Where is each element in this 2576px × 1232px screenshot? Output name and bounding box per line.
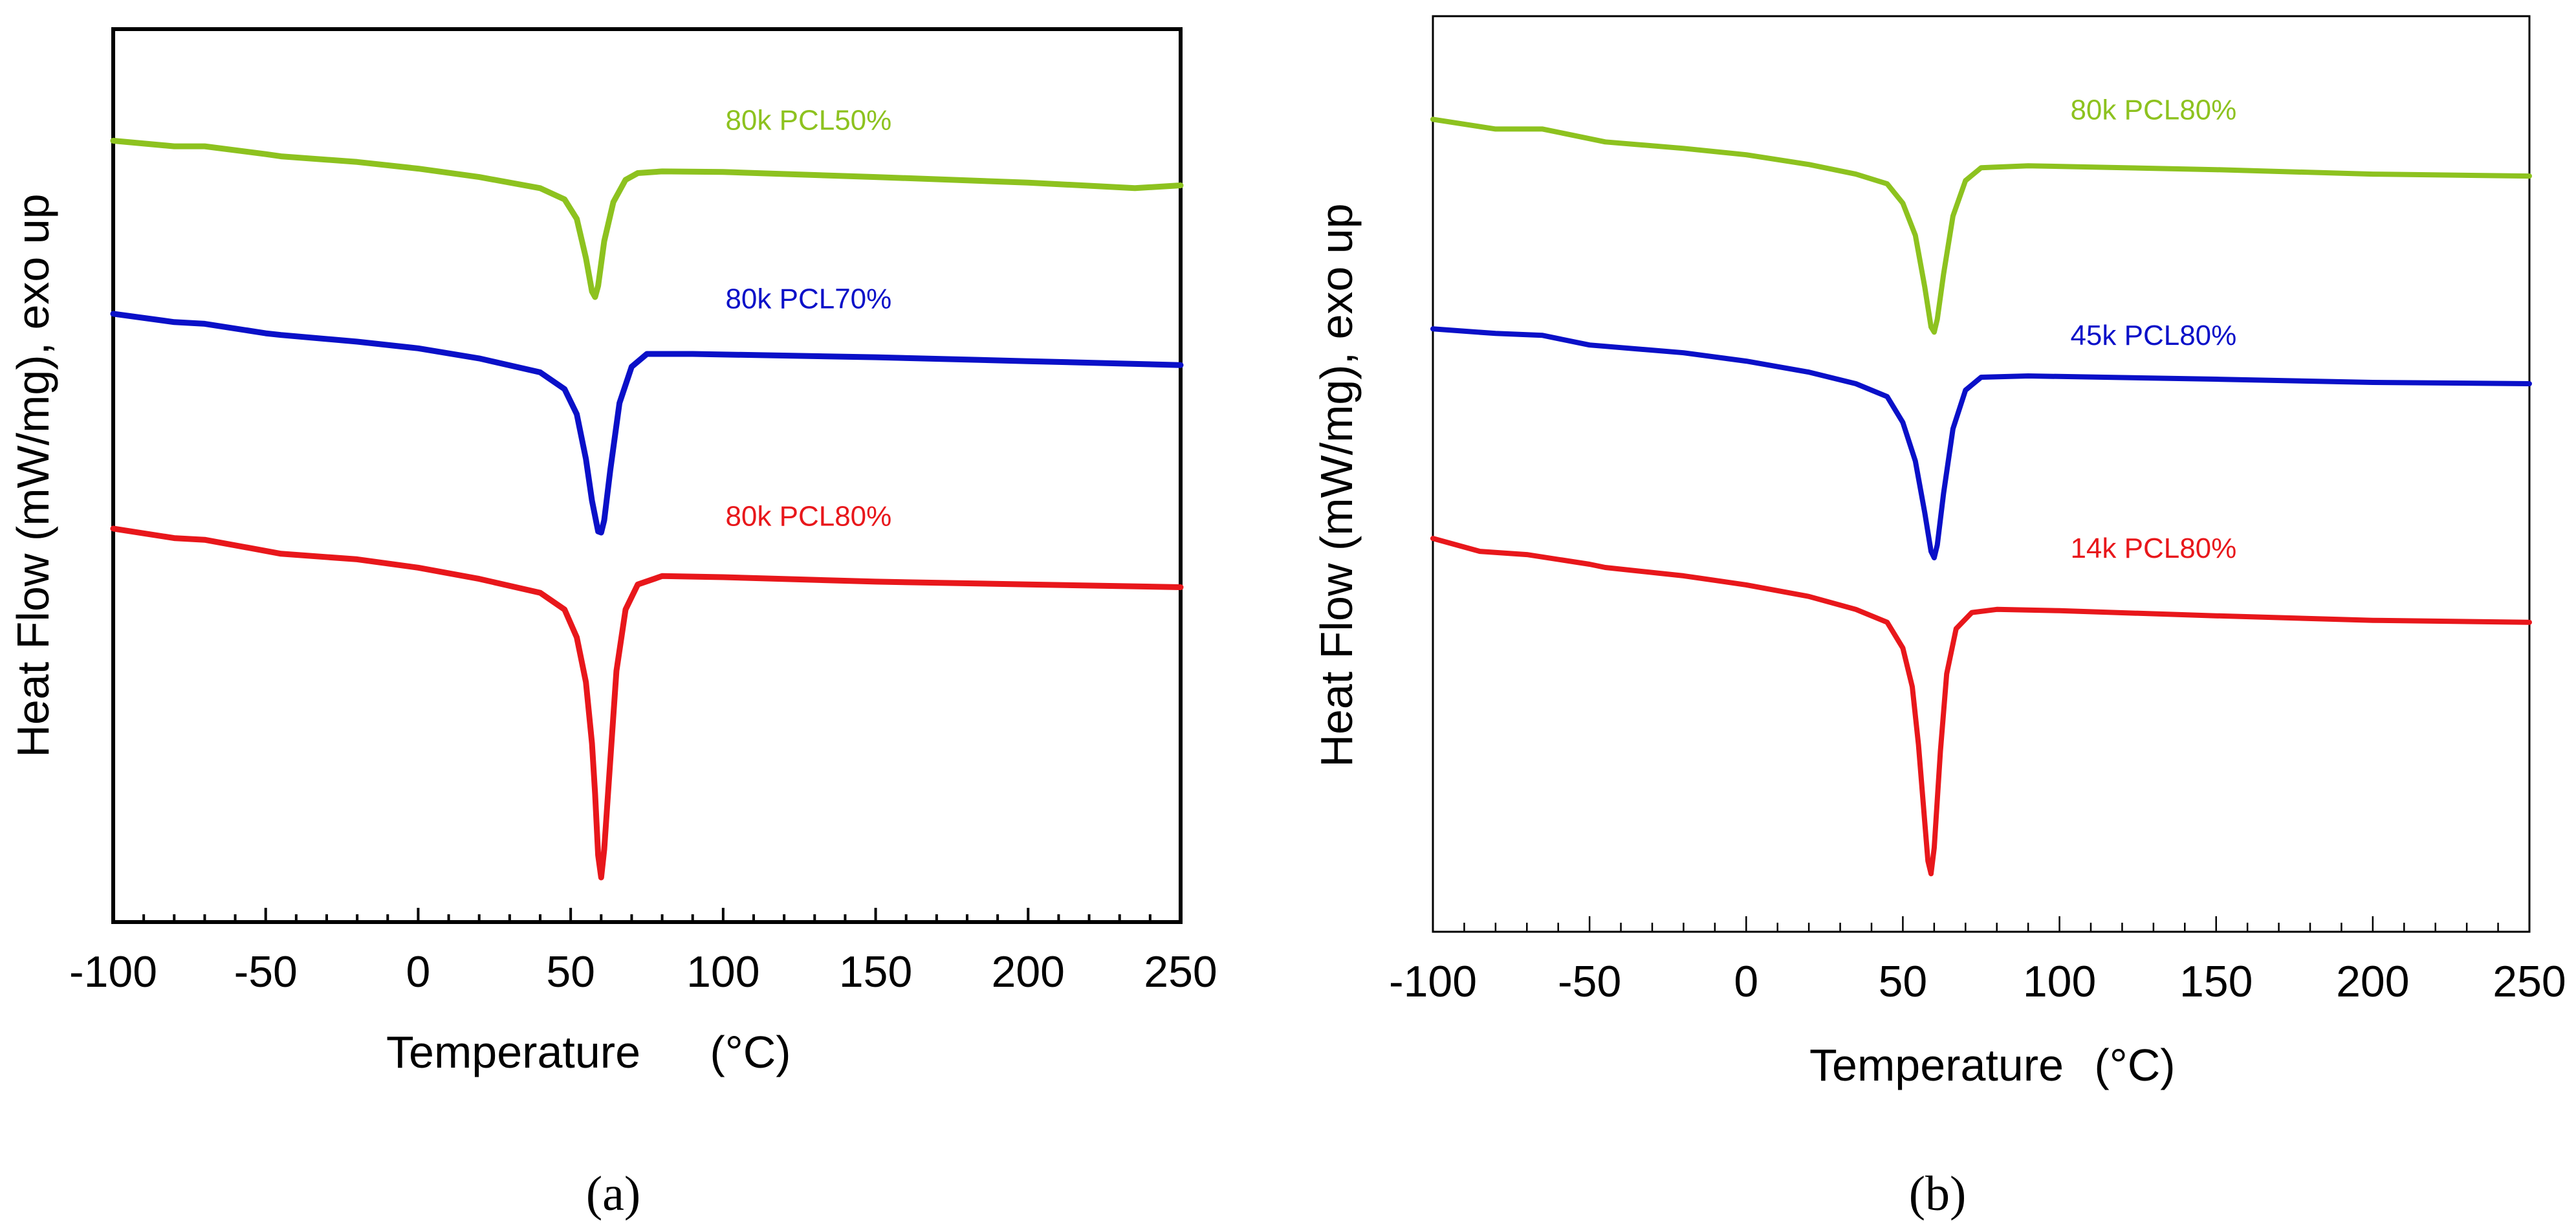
series-line [1430, 536, 2532, 877]
series-label: 80k PCL80% [2070, 94, 2236, 126]
series-label: 45k PCL80% [2070, 320, 2236, 351]
x-tick-label: 0 [406, 947, 431, 996]
series-label: 80k PCL50% [725, 104, 891, 136]
x-tick-label: 250 [1144, 947, 1217, 996]
x-axis-title-b: Temperature [1809, 1040, 2064, 1090]
panel-label-a: (a) [586, 1167, 640, 1221]
series-line [110, 525, 1184, 881]
x-axis-title-a: Temperature [386, 1027, 640, 1077]
x-tick-label: 100 [686, 947, 759, 996]
series-line [110, 138, 1184, 300]
x-tick-label: 100 [2023, 957, 2096, 1006]
x-tick-label: 50 [546, 947, 595, 996]
y-axis-title-a: Heat Flow (mW/mg), exo up [8, 193, 58, 757]
series-line [110, 311, 1184, 536]
y-axis-title-b: Heat Flow (mW/mg), exo up [1311, 203, 1362, 767]
x-axis-ticks-b: -100 -50 0 50 100 150 200 250 [1389, 916, 2566, 1006]
series-label: 14k PCL80% [2070, 533, 2236, 564]
x-tick-label: -100 [69, 947, 157, 996]
series-label: 80k PCL70% [725, 283, 891, 314]
series-group-b: 80k PCL80% 45k PCL80% 14k PCL80% [1430, 94, 2532, 877]
x-tick-label: -50 [234, 947, 298, 996]
x-tick-label: -100 [1389, 957, 1477, 1006]
x-tick-label: 200 [992, 947, 1065, 996]
x-axis-unit-b: (°C) [2094, 1040, 2175, 1090]
plot-frame-a [111, 27, 1183, 924]
series-label: 80k PCL80% [725, 501, 891, 533]
series-group-a: 80k PCL50% 80k PCL70% 80k PCL80% [110, 104, 1184, 881]
x-axis-unit-a: (°C) [710, 1027, 791, 1077]
x-tick-label: 150 [839, 947, 912, 996]
panel-label-b: (b) [1909, 1167, 1967, 1221]
x-tick-label: -50 [1558, 957, 1621, 1006]
x-tick-label: 0 [1734, 957, 1758, 1006]
x-axis-ticks-a: -100 -50 0 50 100 150 200 250 [69, 908, 1217, 996]
series-line [1430, 326, 2532, 560]
x-tick-label: 250 [2493, 957, 2566, 1006]
plot-frame-b [1432, 15, 2531, 933]
x-tick-label: 200 [2336, 957, 2409, 1006]
x-tick-label: 50 [1879, 957, 1928, 1006]
series-line [1430, 116, 2532, 335]
chart-panel-a: -100 -50 0 50 100 150 200 250 80k PCL50%80k PCL… [8, 27, 1217, 1221]
chart-panel-b: -100 -50 0 50 100 150 200 250 80k PCL80% 45k PCL… [1311, 15, 2566, 1221]
x-tick-label: 150 [2179, 957, 2253, 1006]
